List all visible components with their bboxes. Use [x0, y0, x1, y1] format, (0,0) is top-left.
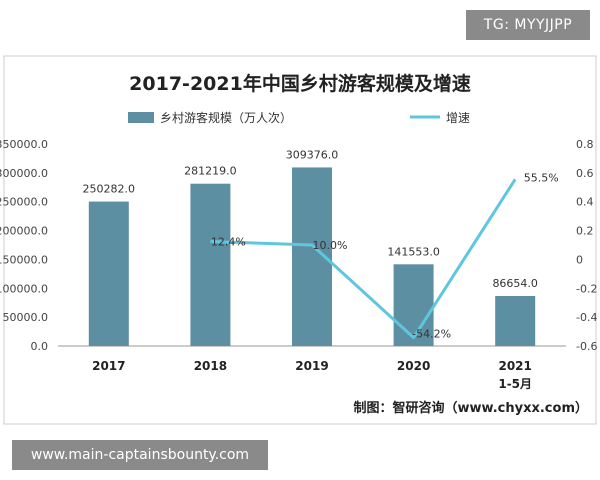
legend: 乡村游客规模（万人次） 增速: [128, 110, 470, 125]
line-value-label: 12.4%: [211, 236, 246, 249]
y-right-tick-label: 0: [576, 253, 583, 266]
bar-value-label: 281219.0: [184, 165, 237, 178]
y-right-tick-label: 0.6: [576, 167, 594, 180]
x-category-label: 2018: [194, 359, 227, 373]
y-right-tick-label: 0.4: [576, 196, 594, 209]
legend-bar-label: 乡村游客规模（万人次）: [160, 110, 292, 125]
line-value-label: 10.0%: [313, 239, 348, 252]
x-category-label: 2021: [498, 359, 531, 373]
bar-value-label: 250282.0: [83, 183, 136, 196]
y-right-tick-label: 0.2: [576, 225, 594, 238]
bar-value-label: 141553.0: [387, 245, 440, 258]
bar-series: [88, 167, 536, 346]
right-axis: -0.6 -0.4 -0.2 0 0.2 0.4 0.6 0.8: [576, 138, 597, 353]
bar: [393, 264, 434, 346]
line-value-label: 55.5%: [524, 171, 559, 184]
growth-line: [210, 178, 517, 340]
y-left-tick-label: 350000.0: [0, 138, 48, 151]
y-right-tick-label: 0.8: [576, 138, 594, 151]
y-right-tick-label: -0.2: [576, 282, 597, 295]
bar: [495, 295, 536, 346]
y-left-tick-label: 50000.0: [3, 311, 49, 324]
bar-value-label: 86654.0: [492, 277, 538, 290]
y-left-tick-label: 150000.0: [0, 253, 48, 266]
y-left-tick-label: 100000.0: [0, 282, 48, 295]
x-category-label: 2019: [295, 359, 328, 373]
source-note: 制图：智研咨询（www.chyxx.com）: [354, 400, 588, 416]
x-category-label: 2020: [397, 359, 430, 373]
watermark-bottom: www.main-captainsbounty.com: [12, 440, 268, 470]
legend-bar-swatch: [128, 112, 154, 123]
x-category-label: 2017: [92, 359, 125, 373]
y-left-tick-label: 250000.0: [0, 196, 48, 209]
left-axis: 0.0 50000.0 100000.0 150000.0 200000.0 250000…: [0, 138, 48, 353]
category-labels: 2017 2018 2019 2020 2021 1-5月: [92, 359, 532, 391]
chart-title: 2017-2021年中国乡村游客规模及增速: [129, 72, 471, 95]
bar: [190, 183, 231, 346]
watermark-top: TG: MYYJJPP: [466, 10, 590, 40]
bar-value-label: 309376.0: [286, 148, 339, 161]
legend-line-label: 增速: [446, 111, 470, 125]
y-right-tick-label: -0.4: [576, 311, 597, 324]
bar: [88, 201, 129, 346]
y-right-tick-label: -0.6: [576, 340, 597, 353]
bar-labels: 250282.0 281219.0 309376.0 141553.0 86654.0: [83, 148, 538, 290]
x-category-label: 1-5月: [498, 377, 532, 391]
line-series: 12.4% 10.0% -54.2% 55.5%: [210, 171, 559, 341]
y-left-tick-label: 200000.0: [0, 225, 48, 238]
y-left-tick-label: 0.0: [31, 340, 49, 353]
line-value-label: -54.2%: [412, 328, 451, 341]
y-left-tick-label: 300000.0: [0, 167, 48, 180]
